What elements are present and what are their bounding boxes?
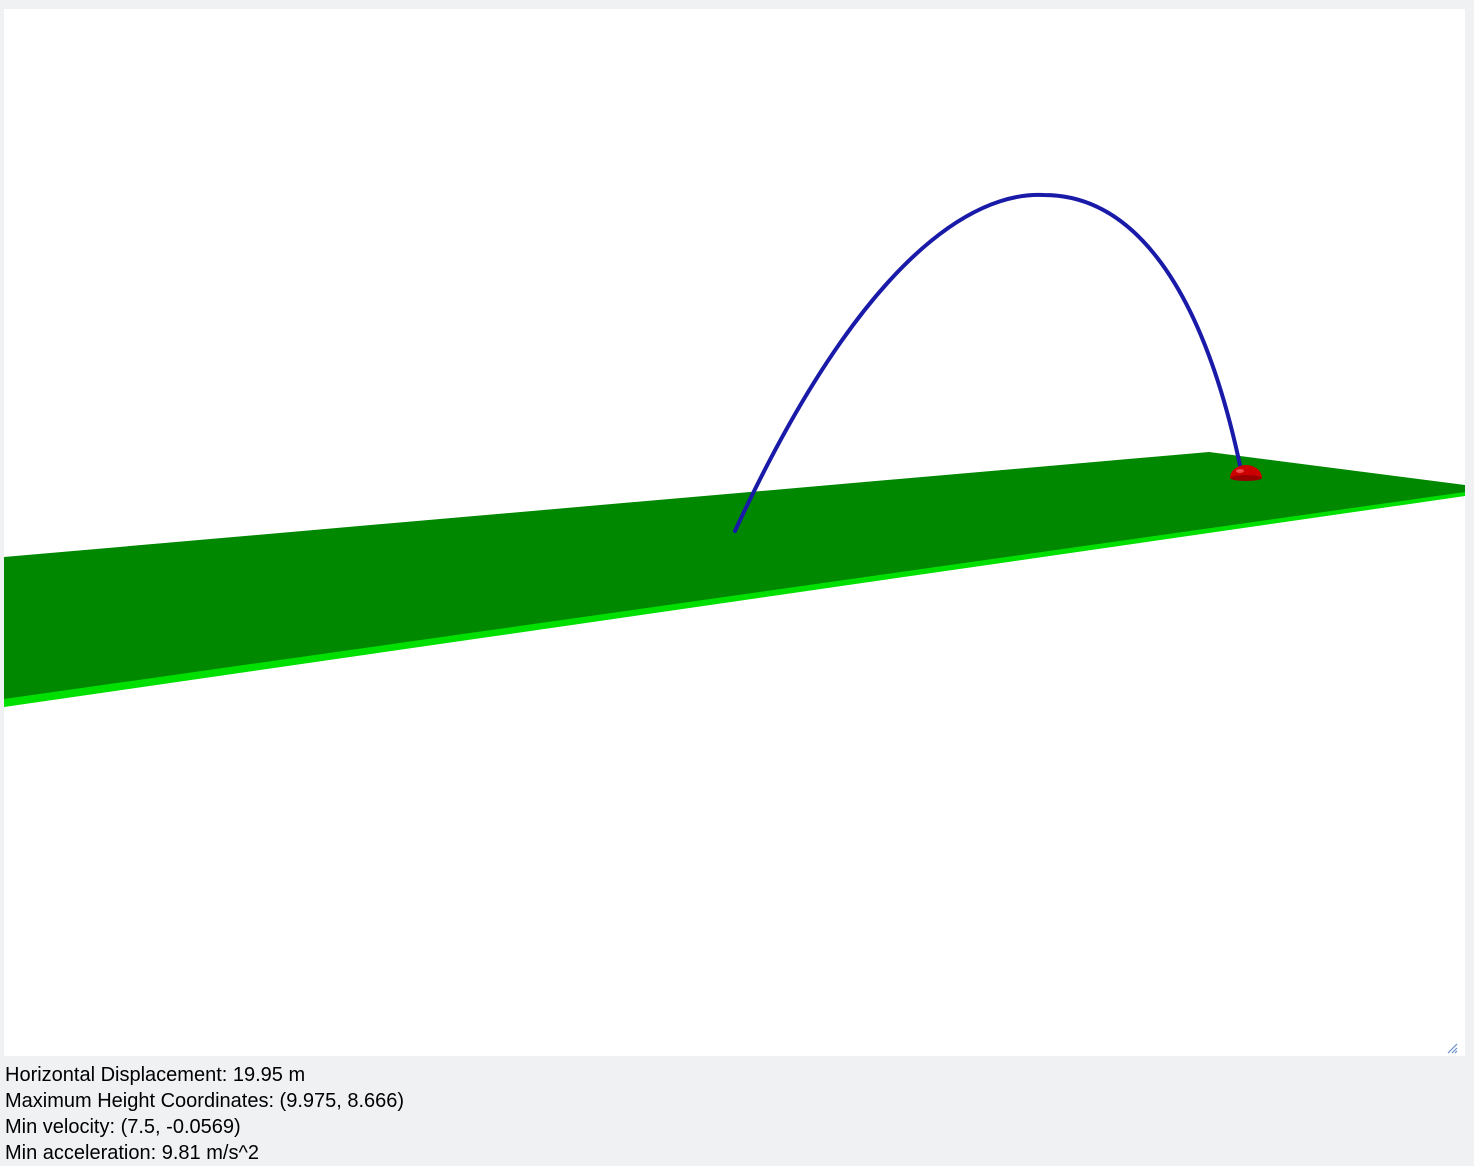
min-acceleration-text: Min acceleration: 9.81 m/s^2 — [5, 1142, 259, 1164]
projectile-ball — [1230, 465, 1262, 481]
simulation-canvas[interactable] — [4, 9, 1465, 1056]
projectile-scene[interactable] — [4, 9, 1465, 1056]
horizontal-displacement-text: Horizontal Displacement: 19.95 m — [5, 1064, 306, 1086]
results-panel: Horizontal Displacement: 19.95 m Maximum… — [5, 1062, 1465, 1166]
min-velocity-text: Min velocity: (7.5, -0.0569) — [5, 1116, 241, 1138]
ground-plane — [4, 452, 1465, 699]
trajectory-path — [733, 192, 1243, 533]
max-height-text: Maximum Height Coordinates: (9.975, 8.66… — [5, 1090, 405, 1112]
resize-handle-icon[interactable] — [1446, 1042, 1458, 1054]
